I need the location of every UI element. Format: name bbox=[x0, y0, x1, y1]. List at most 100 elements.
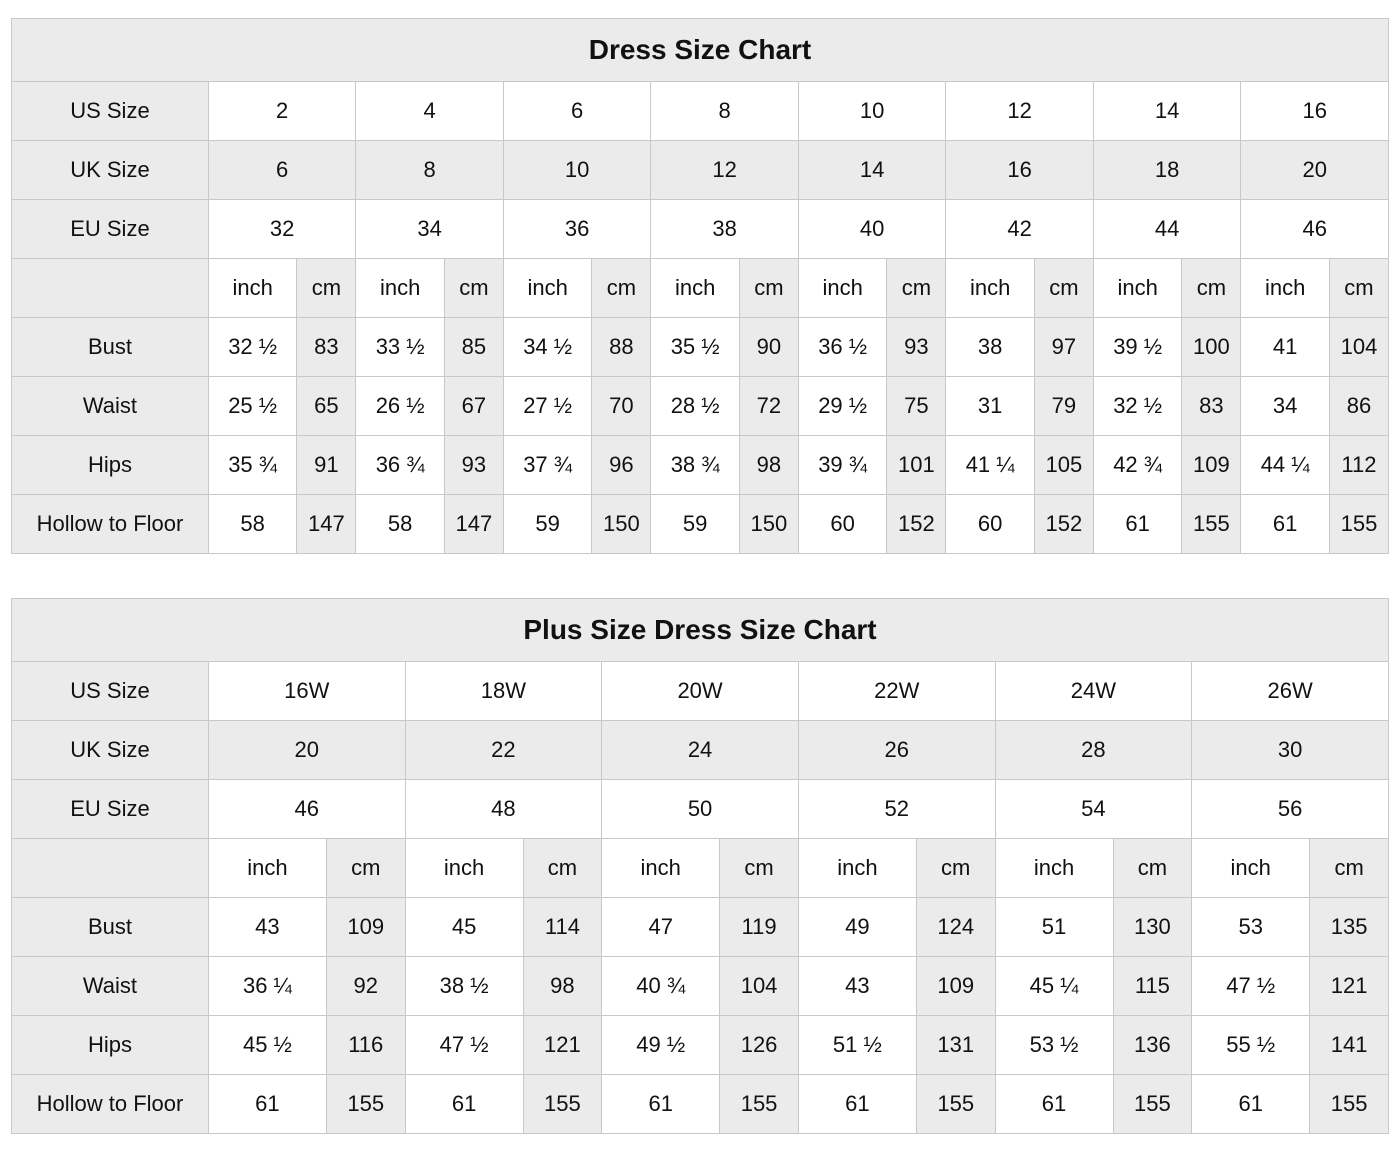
measure-value-cm: 96 bbox=[591, 435, 652, 495]
size-value: 16 bbox=[1240, 81, 1389, 141]
unit-label-cm: cm bbox=[522, 838, 603, 898]
size-value: 26 bbox=[797, 720, 996, 780]
measure-value-inch: 53 bbox=[1191, 897, 1311, 957]
measure-value-inch: 58 bbox=[207, 494, 298, 554]
row-label: EU Size bbox=[11, 779, 209, 839]
measure-value-cm: 150 bbox=[591, 494, 652, 554]
unit-label-inch: inch bbox=[502, 258, 593, 318]
measure-value-inch: 41 ¼ bbox=[945, 435, 1035, 495]
size-value: 10 bbox=[797, 81, 947, 141]
measure-value-inch: 49 bbox=[797, 897, 917, 957]
size-value: 12 bbox=[650, 140, 799, 200]
measure-value-inch: 32 ½ bbox=[207, 317, 298, 377]
measure-value-cm: 147 bbox=[443, 494, 504, 554]
measure-value-inch: 45 ¼ bbox=[994, 956, 1114, 1016]
size-value: 16W bbox=[207, 661, 406, 721]
row-label: EU Size bbox=[11, 199, 209, 259]
measure-value-inch: 39 ¾ bbox=[797, 435, 888, 495]
row-label: Hollow to Floor bbox=[11, 494, 209, 554]
measure-value-cm: 155 bbox=[719, 1074, 799, 1134]
measure-value-cm: 72 bbox=[738, 376, 799, 436]
unit-label-cm: cm bbox=[719, 838, 799, 898]
measure-value-cm: 155 bbox=[915, 1074, 996, 1134]
unit-header-row: inch cm inch cm inch cm inch cm inch cm inch cm bbox=[11, 838, 1389, 898]
measure-value-cm: 75 bbox=[886, 376, 947, 436]
measure-value-cm: 83 bbox=[296, 317, 357, 377]
size-value: 14 bbox=[797, 140, 947, 200]
measure-value-inch: 34 ½ bbox=[502, 317, 593, 377]
size-row: UK Size 6 8 10 12 14 16 18 20 bbox=[11, 140, 1389, 200]
measure-value-cm: 79 bbox=[1033, 376, 1094, 436]
measure-value-inch: 61 bbox=[1092, 494, 1183, 554]
measure-value-inch: 60 bbox=[797, 494, 888, 554]
measure-value-inch: 41 bbox=[1240, 317, 1330, 377]
measure-value-inch: 27 ½ bbox=[502, 376, 593, 436]
measure-value-cm: 104 bbox=[1328, 317, 1390, 377]
measure-value-inch: 53 ½ bbox=[994, 1015, 1114, 1075]
measure-value-cm: 112 bbox=[1328, 435, 1390, 495]
size-value: 12 bbox=[945, 81, 1094, 141]
measure-value-cm: 155 bbox=[1328, 494, 1390, 554]
measure-value-inch: 40 ¾ bbox=[601, 956, 721, 1016]
measure-value-inch: 26 ½ bbox=[355, 376, 445, 436]
measure-value-cm: 70 bbox=[591, 376, 652, 436]
size-row: EU Size 46 48 50 52 54 56 bbox=[11, 779, 1389, 839]
measure-value-cm: 109 bbox=[915, 956, 996, 1016]
table-title: Plus Size Dress Size Chart bbox=[11, 598, 1389, 662]
measure-row: Hollow to Floor 61 155 61 155 61 155 61 155 61 155… bbox=[11, 1074, 1389, 1134]
unit-label-inch: inch bbox=[1240, 258, 1330, 318]
measure-value-cm: 131 bbox=[915, 1015, 996, 1075]
measure-value-inch: 35 ½ bbox=[650, 317, 740, 377]
measure-value-inch: 49 ½ bbox=[601, 1015, 721, 1075]
dress-size-chart-table: Dress Size Chart US Size 2 4 6 8 10 12 14 16 UK Si… bbox=[11, 18, 1390, 554]
measure-value-inch: 61 bbox=[601, 1074, 721, 1134]
row-label: Hollow to Floor bbox=[11, 1074, 209, 1134]
measure-value-cm: 105 bbox=[1033, 435, 1094, 495]
unit-label-inch: inch bbox=[797, 838, 917, 898]
measure-value-cm: 109 bbox=[1181, 435, 1242, 495]
unit-label-inch: inch bbox=[945, 258, 1035, 318]
unit-label-inch: inch bbox=[207, 258, 298, 318]
measure-value-cm: 97 bbox=[1033, 317, 1094, 377]
size-value: 24 bbox=[601, 720, 799, 780]
measure-row: Hips 45 ½ 116 47 ½ 121 49 ½ 126 51 ½ 131 53 ½ 136 5… bbox=[11, 1015, 1389, 1075]
measure-value-inch: 39 ½ bbox=[1092, 317, 1183, 377]
measure-value-inch: 61 bbox=[404, 1074, 524, 1134]
measure-value-cm: 155 bbox=[1309, 1074, 1389, 1134]
row-label: Bust bbox=[11, 897, 209, 957]
measure-value-inch: 36 ¼ bbox=[207, 956, 327, 1016]
measure-value-cm: 86 bbox=[1328, 376, 1390, 436]
size-value: 10 bbox=[502, 140, 652, 200]
measure-value-inch: 60 bbox=[945, 494, 1035, 554]
row-label: US Size bbox=[11, 661, 209, 721]
measure-value-inch: 35 ¾ bbox=[207, 435, 298, 495]
unit-row-label bbox=[11, 258, 209, 318]
unit-label-cm: cm bbox=[1033, 258, 1094, 318]
unit-label-cm: cm bbox=[296, 258, 357, 318]
measure-value-inch: 61 bbox=[1191, 1074, 1311, 1134]
size-value: 46 bbox=[1240, 199, 1389, 259]
size-value: 18 bbox=[1092, 140, 1242, 200]
measure-value-inch: 28 ½ bbox=[650, 376, 740, 436]
unit-label-cm: cm bbox=[1181, 258, 1242, 318]
measure-value-cm: 152 bbox=[1033, 494, 1094, 554]
row-label: Hips bbox=[11, 1015, 209, 1075]
measure-value-inch: 45 ½ bbox=[207, 1015, 327, 1075]
measure-value-cm: 152 bbox=[886, 494, 947, 554]
measure-value-cm: 135 bbox=[1309, 897, 1389, 957]
measure-value-inch: 44 ¼ bbox=[1240, 435, 1330, 495]
table-title-row: Plus Size Dress Size Chart bbox=[11, 598, 1389, 662]
measure-value-inch: 51 bbox=[994, 897, 1114, 957]
measure-value-inch: 38 ½ bbox=[404, 956, 524, 1016]
size-value: 40 bbox=[797, 199, 947, 259]
measure-value-cm: 116 bbox=[325, 1015, 406, 1075]
measure-value-inch: 55 ½ bbox=[1191, 1015, 1311, 1075]
size-value: 28 bbox=[994, 720, 1193, 780]
unit-label-inch: inch bbox=[994, 838, 1114, 898]
measure-value-cm: 155 bbox=[522, 1074, 603, 1134]
measure-value-inch: 47 ½ bbox=[404, 1015, 524, 1075]
measure-value-inch: 61 bbox=[797, 1074, 917, 1134]
measure-value-cm: 93 bbox=[443, 435, 504, 495]
size-value: 22W bbox=[797, 661, 996, 721]
